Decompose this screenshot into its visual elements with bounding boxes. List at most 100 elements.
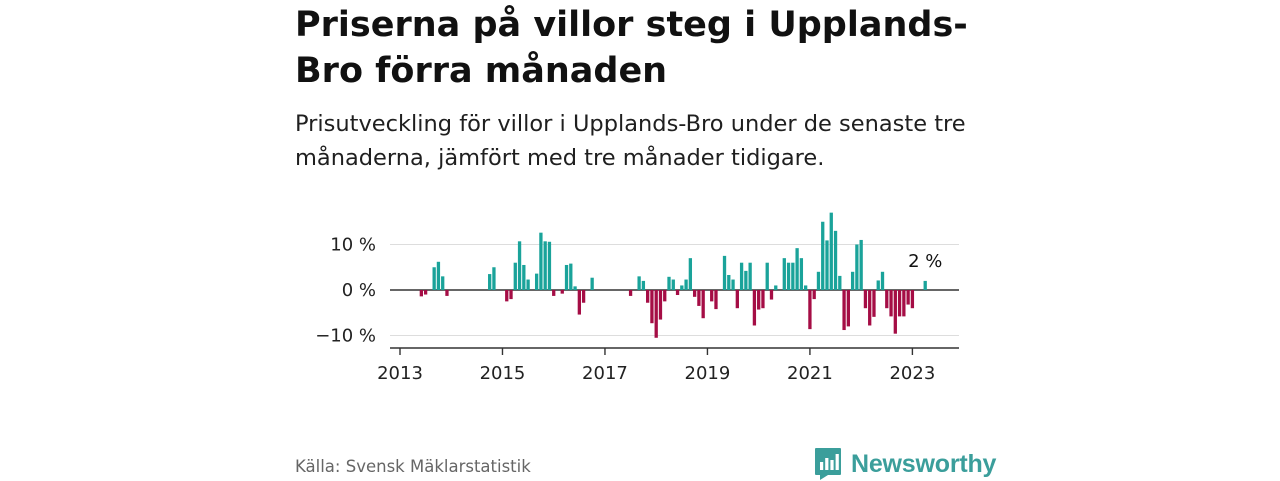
- y-tick-label: 0 %: [342, 280, 376, 301]
- bar: [897, 290, 902, 317]
- brand-name: Newsworthy: [851, 449, 997, 478]
- bar: [671, 279, 675, 290]
- bar: [564, 264, 569, 290]
- bar: [513, 262, 517, 290]
- bar: [855, 244, 859, 290]
- bar: [688, 258, 693, 290]
- bar: [880, 271, 885, 290]
- bar: [628, 290, 633, 296]
- bar: [534, 273, 539, 290]
- bar: [859, 239, 863, 290]
- bar: [799, 258, 804, 290]
- bar: [432, 267, 436, 290]
- newsworthy-logo-icon: [815, 448, 841, 480]
- bar: [761, 290, 765, 309]
- x-tick-label: 2023: [889, 363, 935, 384]
- bar: [752, 290, 757, 326]
- bar: [765, 262, 769, 290]
- bar: [795, 248, 799, 290]
- bar: [816, 271, 821, 290]
- bar: [821, 221, 825, 290]
- x-axis: 2013 2015 2017 2019 2021 2023: [377, 347, 959, 384]
- bar: [863, 290, 868, 309]
- chart-subtitle: Prisutveckling för villor i Upplands-Bro…: [295, 111, 966, 171]
- bar: [573, 286, 577, 290]
- bar: [419, 290, 423, 297]
- bar: [658, 290, 663, 320]
- bar: [846, 290, 850, 327]
- bar: [505, 290, 509, 302]
- bar: [423, 290, 428, 295]
- annotation-label: 2 %: [908, 251, 942, 272]
- bar: [748, 262, 752, 290]
- bar: [735, 290, 739, 309]
- bar: [701, 290, 705, 319]
- bar: [552, 290, 556, 296]
- bar: [517, 241, 522, 290]
- bar: [893, 290, 897, 334]
- bar: [680, 285, 684, 290]
- x-tick-label: 2021: [787, 363, 833, 384]
- bar: [812, 290, 816, 300]
- bar: [906, 290, 910, 305]
- bar: [488, 274, 492, 290]
- x-tick-label: 2017: [582, 363, 628, 384]
- bar: [663, 290, 667, 302]
- bar: [833, 230, 838, 290]
- bar: [581, 290, 586, 303]
- bar: [850, 271, 855, 290]
- bar: [722, 255, 727, 290]
- source-credit: Källa: Svensk Mäklarstatistik: [295, 457, 531, 476]
- bar: [757, 290, 761, 310]
- bar: [492, 267, 496, 290]
- bar: [902, 290, 906, 317]
- bar: [786, 262, 791, 290]
- chart-title: Priserna på villor steg i Upplands-Bro f…: [295, 5, 968, 91]
- bar: [560, 290, 564, 294]
- bar: [842, 290, 846, 331]
- bar: [769, 290, 774, 300]
- bar: [744, 270, 748, 290]
- bar: [654, 290, 658, 338]
- bar: [808, 290, 812, 330]
- y-tick-label: −10 %: [315, 326, 376, 347]
- bar: [739, 262, 744, 290]
- bar: [509, 290, 513, 300]
- bar: [782, 258, 786, 290]
- bar: [692, 290, 697, 297]
- bar: [876, 280, 880, 290]
- bar: [910, 290, 915, 309]
- bar: [727, 274, 731, 290]
- bars: [419, 212, 927, 338]
- bar: [872, 290, 876, 317]
- bar: [825, 240, 829, 290]
- bar: [436, 261, 441, 290]
- y-tick-label: 10 %: [330, 235, 376, 256]
- bar: [522, 264, 526, 290]
- annotation: 2 %: [908, 251, 942, 272]
- bar: [547, 241, 552, 290]
- bar: [646, 290, 650, 303]
- bar: [641, 280, 646, 290]
- bar: [526, 279, 530, 290]
- bar: [650, 290, 654, 324]
- bar: [885, 290, 889, 309]
- bar: [889, 290, 893, 317]
- bar: [838, 275, 842, 290]
- bar: [804, 285, 808, 290]
- bar: [445, 290, 449, 296]
- bar: [543, 241, 547, 290]
- bar: [675, 290, 680, 296]
- x-tick-label: 2019: [685, 363, 731, 384]
- bar: [637, 276, 641, 290]
- bar: [577, 290, 581, 315]
- x-tick-label: 2013: [377, 363, 423, 384]
- bar: [710, 290, 714, 302]
- bar: [569, 263, 573, 290]
- bar: [829, 212, 833, 290]
- bar: [590, 277, 594, 290]
- bar: [667, 276, 671, 290]
- bar: [923, 280, 927, 290]
- y-axis-labels: 10 % 0 % −10 %: [315, 235, 376, 347]
- bar: [539, 232, 543, 290]
